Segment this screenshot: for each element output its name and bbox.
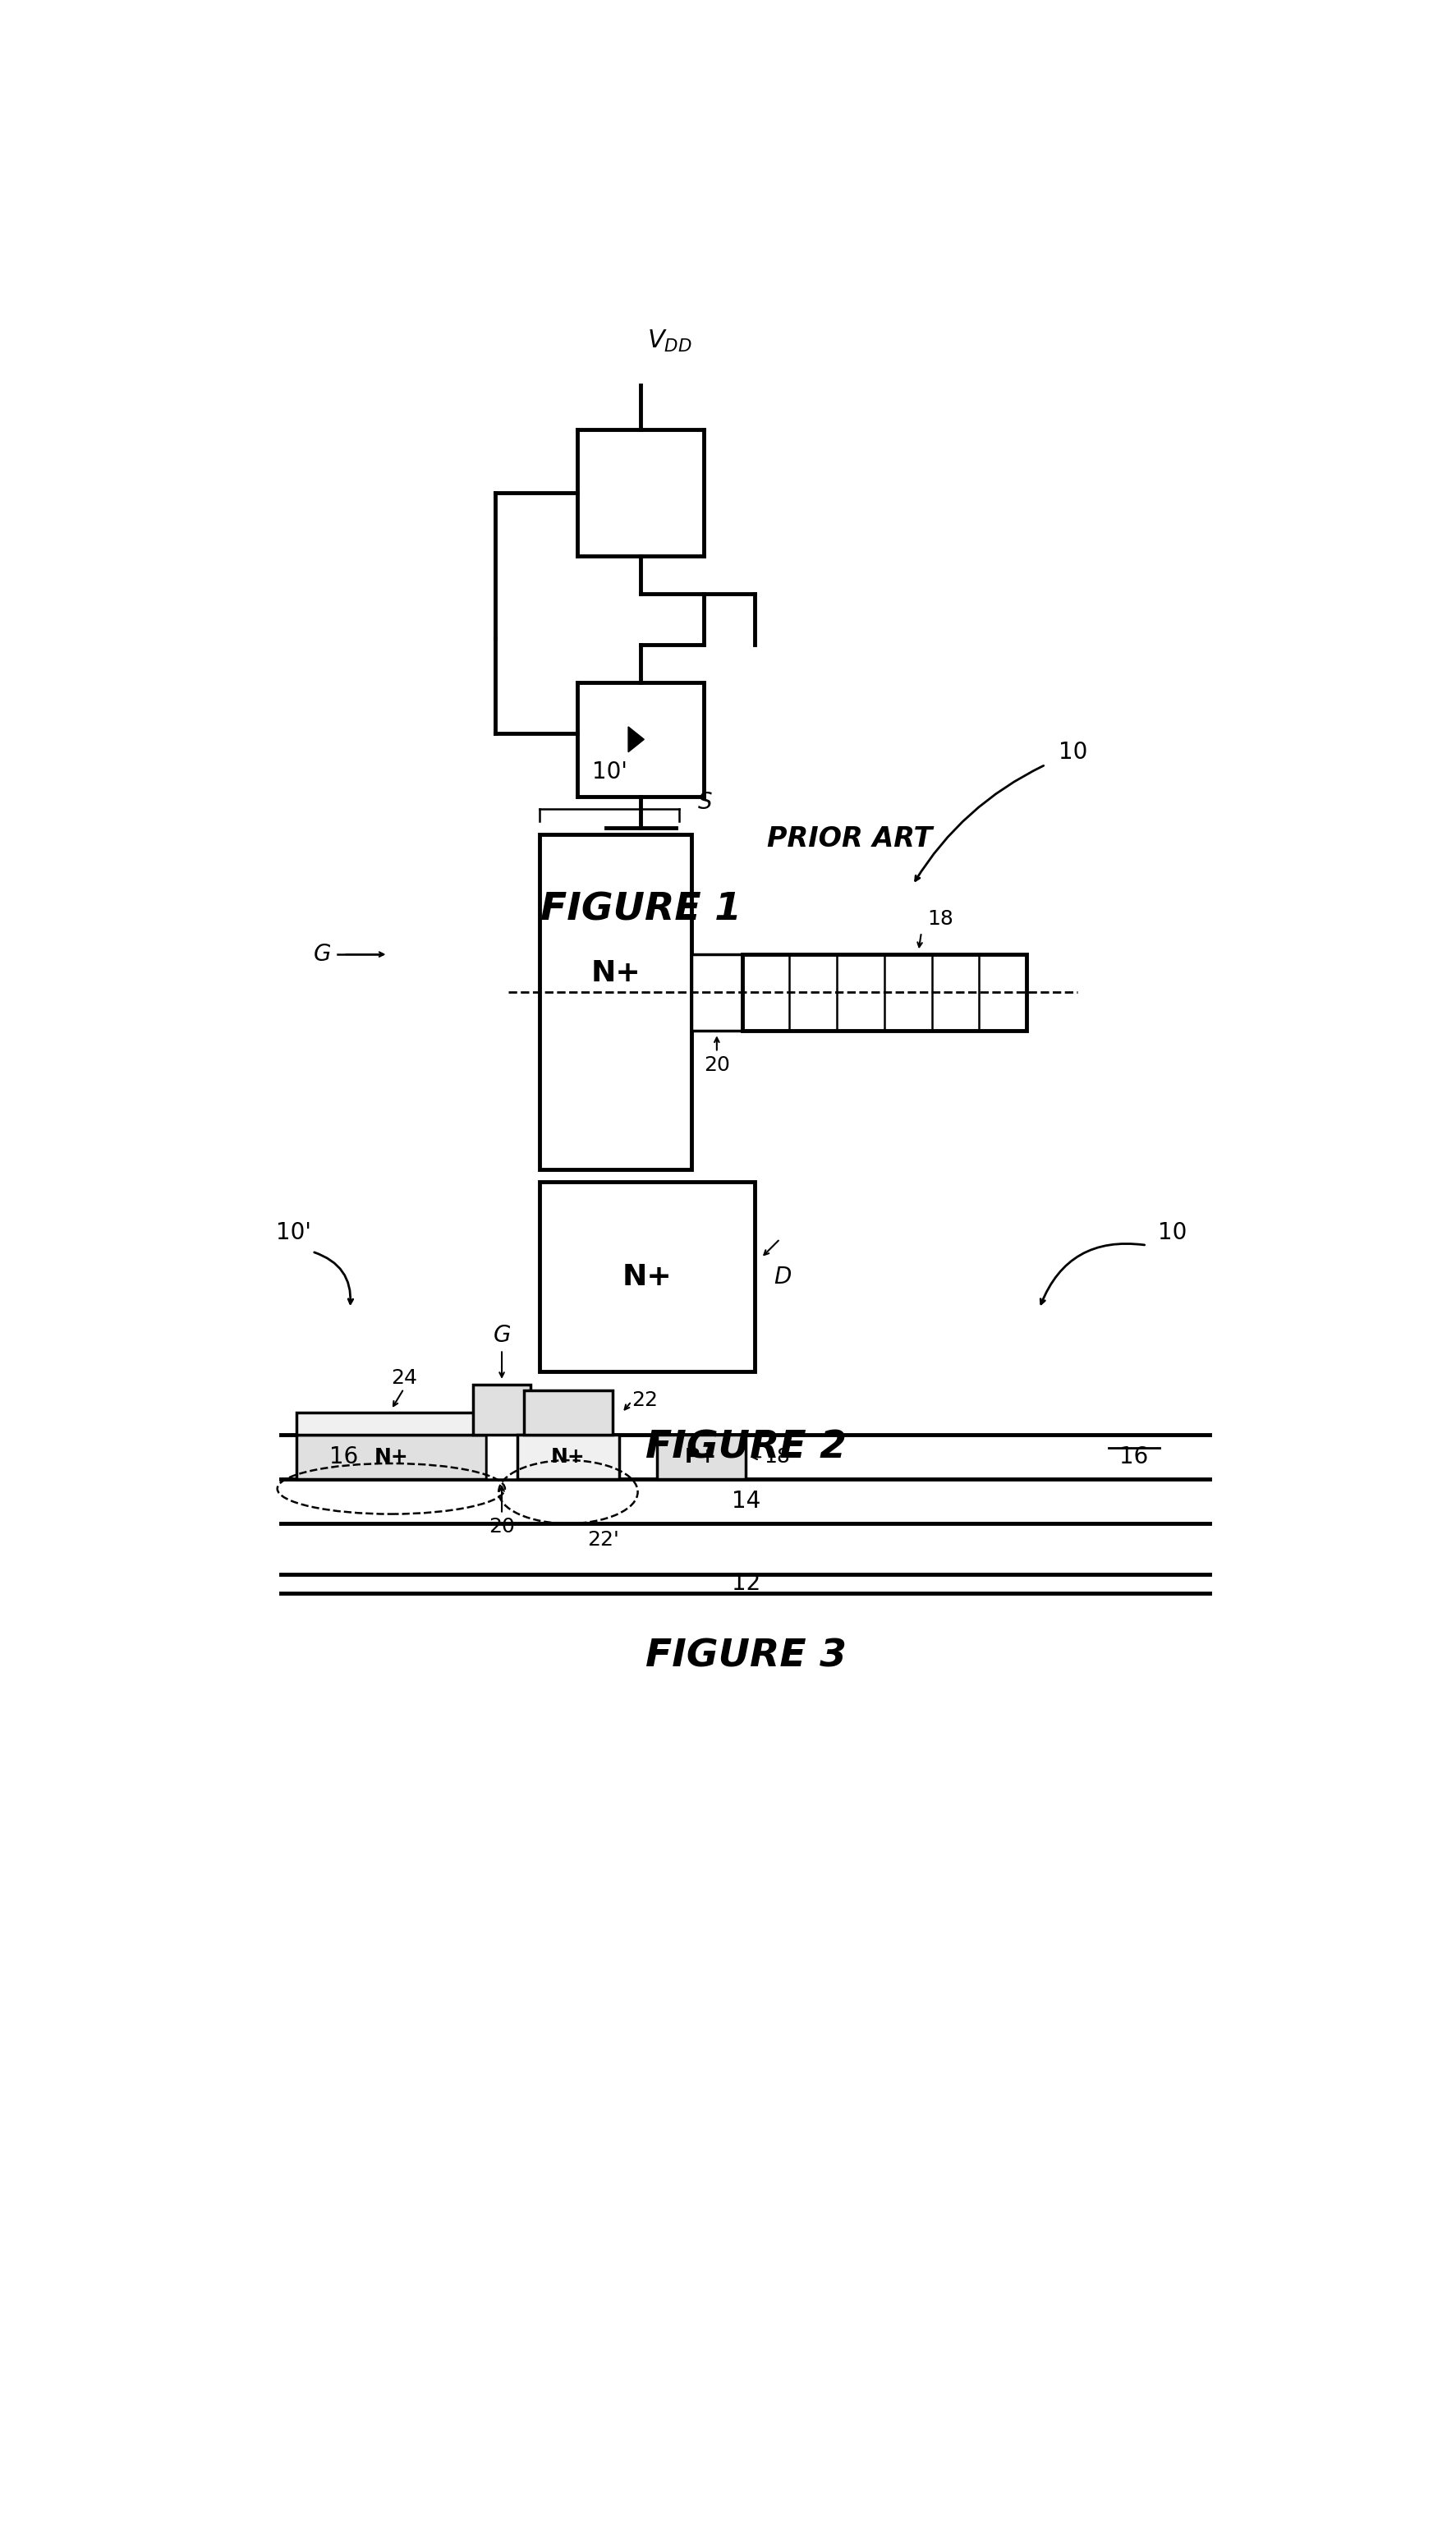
Text: FIGURE 3: FIGURE 3 [645, 1638, 846, 1674]
Text: $\mathit{V}_{DD}$: $\mathit{V}_{DD}$ [648, 327, 692, 353]
Polygon shape [629, 728, 644, 753]
Bar [486, 1435, 518, 1478]
Text: 22': 22' [587, 1529, 619, 1549]
Bar [743, 954, 1026, 1030]
Bar [540, 1182, 754, 1372]
Text: 16: 16 [329, 1446, 358, 1468]
Text: PRIOR ART: PRIOR ART [767, 827, 933, 852]
Text: 20: 20 [489, 1517, 515, 1537]
Text: FIGURE 1: FIGURE 1 [540, 893, 741, 928]
Text: N+: N+ [374, 1448, 408, 1466]
Bar [473, 1385, 530, 1435]
Text: N+: N+ [622, 1263, 673, 1291]
Bar [540, 834, 692, 1169]
Text: 12: 12 [731, 1572, 760, 1595]
Bar [518, 1435, 619, 1478]
Text: 10: 10 [1059, 741, 1088, 763]
Text: D: D [773, 1265, 791, 1288]
Text: FIGURE 2: FIGURE 2 [645, 1430, 846, 1466]
Text: 10: 10 [1158, 1222, 1187, 1245]
Text: N+: N+ [591, 959, 641, 987]
Text: 24: 24 [390, 1367, 416, 1387]
Bar [524, 1390, 613, 1435]
Text: 10': 10' [591, 761, 628, 784]
Text: 10': 10' [275, 1222, 310, 1245]
Text: S: S [697, 791, 712, 814]
Text: G: G [494, 1324, 511, 1347]
Text: G: G [313, 943, 331, 966]
Bar [692, 954, 743, 1030]
Text: N+: N+ [550, 1448, 585, 1466]
Bar [657, 1435, 745, 1478]
Text: 18: 18 [764, 1448, 791, 1466]
Text: 18: 18 [927, 910, 954, 928]
Text: 20: 20 [703, 1055, 729, 1075]
Text: 16: 16 [1120, 1446, 1149, 1468]
Bar [297, 1435, 486, 1478]
Text: 14: 14 [731, 1489, 760, 1514]
Text: 22: 22 [632, 1390, 658, 1410]
Bar [297, 1413, 486, 1435]
Text: P+: P+ [684, 1448, 716, 1466]
